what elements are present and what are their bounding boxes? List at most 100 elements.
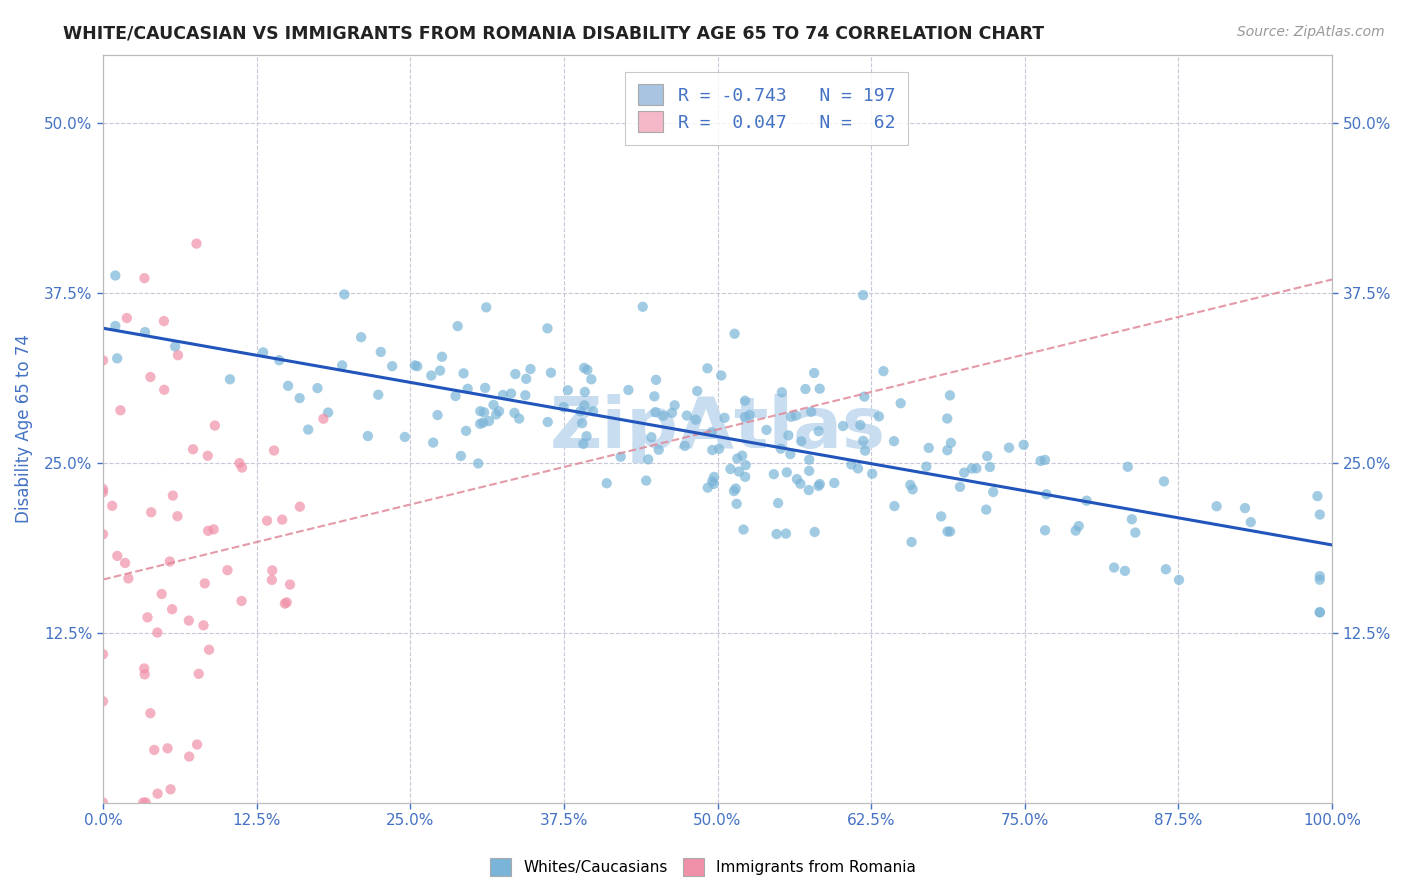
Point	[186, 236, 208, 251]
Point	[91, 796, 114, 810]
Y-axis label: Disability Age 65 to 74: Disability Age 65 to 74	[15, 334, 32, 524]
Point	[1309, 605, 1331, 619]
Point	[823, 475, 845, 490]
Point	[132, 796, 155, 810]
Point	[1205, 500, 1227, 514]
Point	[702, 474, 724, 488]
Point	[515, 372, 537, 386]
Point	[262, 563, 284, 577]
Point	[288, 500, 311, 514]
Point	[198, 642, 221, 657]
Point	[1035, 487, 1057, 501]
Point	[575, 429, 598, 443]
Point	[803, 524, 825, 539]
Point	[422, 435, 444, 450]
Point	[1116, 459, 1139, 474]
Point	[775, 526, 797, 541]
Point	[883, 434, 905, 449]
Point	[150, 587, 173, 601]
Point	[872, 364, 894, 378]
Point	[762, 467, 785, 482]
Point	[800, 405, 823, 419]
Point	[263, 443, 285, 458]
Point	[228, 456, 250, 470]
Point	[101, 499, 124, 513]
Point	[790, 434, 813, 449]
Point	[557, 384, 579, 398]
Point	[187, 666, 209, 681]
Text: ZipAtlas: ZipAtlas	[550, 394, 886, 463]
Point	[979, 460, 1001, 475]
Point	[731, 449, 754, 463]
Point	[252, 345, 274, 359]
Point	[883, 499, 905, 513]
Point	[1309, 573, 1331, 587]
Point	[939, 524, 962, 539]
Point	[637, 452, 659, 467]
Point	[288, 391, 311, 405]
Point	[370, 345, 392, 359]
Point	[569, 404, 592, 418]
Point	[165, 339, 187, 353]
Point	[936, 524, 959, 539]
Point	[307, 381, 329, 395]
Point	[799, 452, 821, 467]
Point	[177, 614, 200, 628]
Legend: Whites/Caucasians, Immigrants from Romania: Whites/Caucasians, Immigrants from Roman…	[484, 852, 922, 881]
Point	[723, 484, 745, 499]
Point	[136, 610, 159, 624]
Point	[256, 514, 278, 528]
Point	[617, 383, 640, 397]
Point	[1029, 454, 1052, 468]
Point	[536, 321, 558, 335]
Point	[146, 625, 169, 640]
Point	[404, 359, 426, 373]
Point	[574, 384, 596, 399]
Point	[475, 301, 498, 315]
Point	[733, 523, 755, 537]
Point	[755, 423, 778, 437]
Point	[181, 442, 204, 457]
Point	[276, 595, 298, 609]
Point	[1309, 569, 1331, 583]
Point	[446, 319, 468, 334]
Point	[808, 477, 831, 491]
Point	[139, 706, 162, 721]
Point	[765, 527, 787, 541]
Point	[939, 435, 962, 450]
Point	[915, 459, 938, 474]
Point	[766, 496, 789, 510]
Point	[350, 330, 373, 344]
Point	[105, 549, 128, 563]
Point	[643, 389, 665, 403]
Point	[312, 411, 335, 425]
Point	[918, 441, 941, 455]
Point	[115, 311, 138, 326]
Point	[725, 497, 748, 511]
Point	[277, 379, 299, 393]
Point	[707, 442, 730, 456]
Point	[685, 413, 707, 427]
Point	[574, 398, 596, 412]
Point	[675, 409, 697, 423]
Point	[1067, 519, 1090, 533]
Point	[519, 362, 541, 376]
Point	[278, 577, 301, 591]
Point	[159, 554, 181, 568]
Point	[508, 411, 530, 425]
Point	[780, 409, 803, 424]
Point	[734, 470, 756, 484]
Point	[260, 573, 283, 587]
Point	[981, 485, 1004, 500]
Point	[998, 441, 1021, 455]
Point	[482, 398, 505, 412]
Point	[478, 414, 501, 428]
Point	[1123, 525, 1146, 540]
Point	[645, 373, 668, 387]
Point	[1309, 508, 1331, 522]
Point	[939, 388, 962, 402]
Point	[197, 449, 219, 463]
Point	[901, 483, 924, 497]
Point	[738, 408, 761, 422]
Point	[503, 406, 526, 420]
